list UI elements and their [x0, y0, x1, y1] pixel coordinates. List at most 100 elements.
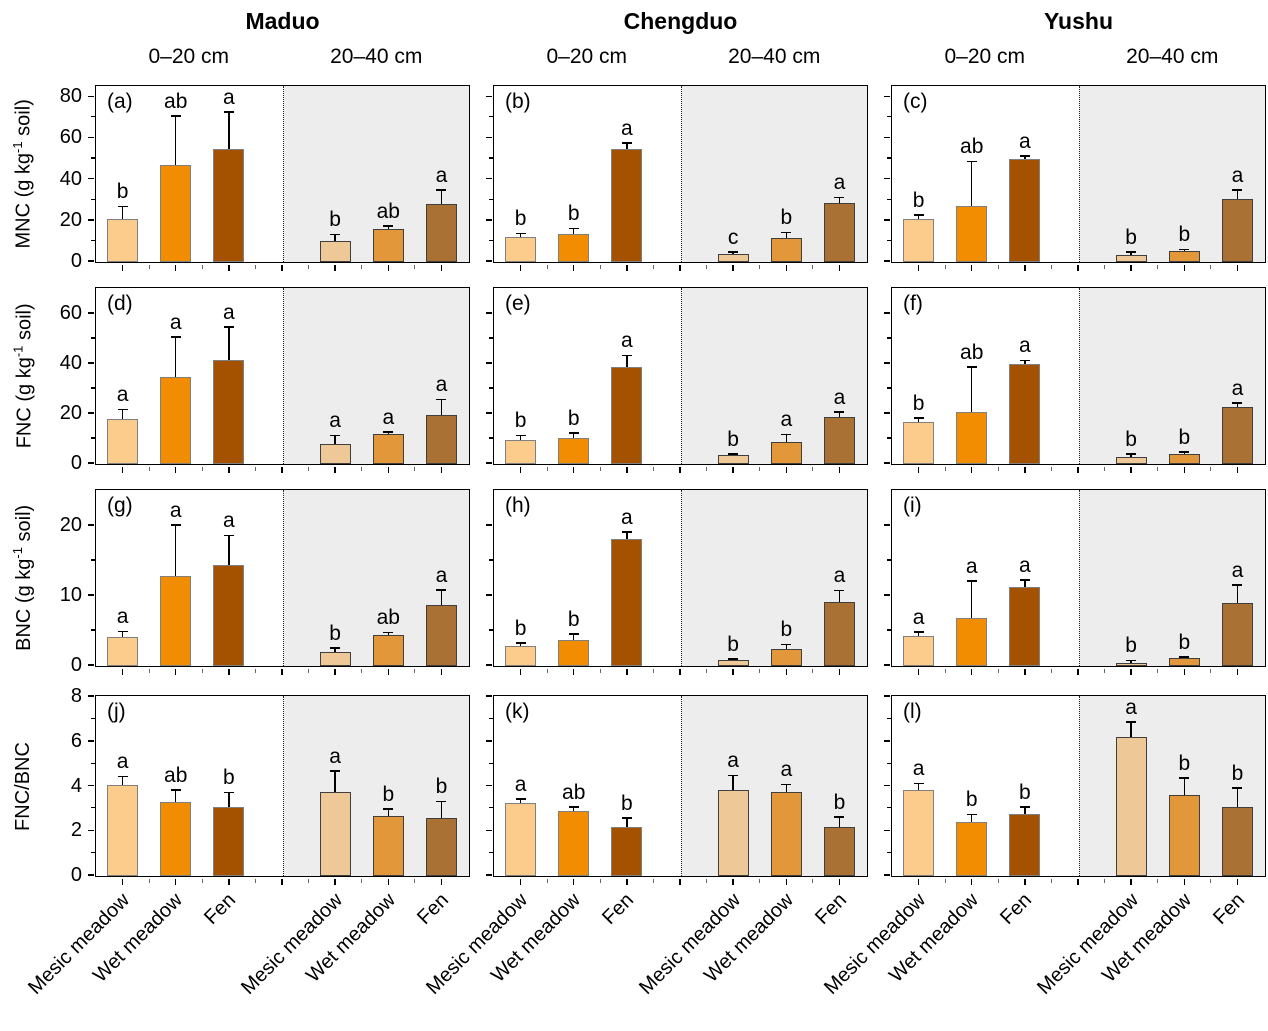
- x-major-tick: [281, 879, 283, 885]
- error-bar-line: [838, 197, 841, 204]
- panel-label: (k): [505, 700, 530, 723]
- x-minor-tick: [1050, 879, 1053, 883]
- error-bar-line: [1183, 777, 1186, 796]
- x-minor-tick: [1050, 265, 1053, 269]
- error-bar-cap: [834, 589, 845, 592]
- sig-letter: b: [1125, 427, 1137, 451]
- panel-label: (e): [505, 292, 531, 315]
- error-bar-line: [917, 631, 920, 636]
- sig-letter: a: [727, 749, 739, 773]
- y-major-tick: [884, 136, 890, 139]
- error-bar-cap: [568, 633, 579, 635]
- bar-fen: [611, 538, 643, 666]
- bar-wet-meadow: [1168, 251, 1200, 262]
- error-bar-cap: [913, 417, 924, 419]
- y-major-tick: [88, 784, 94, 787]
- y-major-tick: [88, 312, 94, 314]
- sig-letter: a: [621, 505, 633, 529]
- error-bar-line: [1024, 155, 1026, 160]
- x-major-tick: [838, 669, 841, 675]
- bar-mesic-meadow: [1115, 456, 1147, 464]
- sig-letter: a: [780, 408, 793, 431]
- error-bar-line: [1024, 360, 1026, 364]
- bar-mesic-meadow: [505, 237, 537, 262]
- y-major-tick: [88, 412, 94, 414]
- sig-letter: a: [223, 300, 235, 324]
- error-bar-line: [917, 783, 920, 790]
- y-major-tick: [884, 260, 890, 262]
- y-major-tick: [486, 177, 492, 180]
- sig-letter: a: [833, 564, 846, 588]
- error-bar-cap: [330, 233, 341, 236]
- x-major-tick: [519, 669, 522, 675]
- panel-label: (h): [505, 494, 531, 517]
- y-major-tick: [884, 664, 890, 666]
- y-major-tick: [486, 594, 492, 596]
- error-bar-cap: [568, 806, 579, 808]
- site-title: Chengduo: [623, 8, 738, 34]
- error-bar-line: [1024, 579, 1026, 587]
- x-major-tick: [281, 265, 283, 271]
- error-bar-line: [970, 161, 973, 207]
- error-bar-line: [572, 432, 575, 438]
- panel-b: b b a c b a (b): [486, 85, 868, 271]
- error-bar-cap: [223, 534, 234, 537]
- y-major-tick: [486, 664, 492, 666]
- y-major-tick: [486, 524, 492, 526]
- error-bar-line: [785, 232, 788, 239]
- sig-letter: a: [912, 757, 925, 781]
- error-bar-line: [440, 589, 443, 606]
- y-major-tick: [486, 740, 492, 742]
- x-minor-tick: [1103, 467, 1106, 471]
- error-bar-line: [387, 225, 390, 230]
- sig-letter: ab: [960, 340, 984, 364]
- bar-wet-meadow: [558, 640, 590, 666]
- x-major-tick: [387, 879, 390, 885]
- error-bar-line: [1236, 584, 1239, 603]
- x-minor-tick: [997, 265, 999, 269]
- y-major-tick: [486, 784, 492, 787]
- x-major-tick: [1183, 879, 1186, 885]
- x-minor-tick: [307, 879, 310, 883]
- sig-letter: c: [727, 225, 739, 249]
- bar-wet-meadow: [372, 815, 404, 876]
- x-minor-tick: [812, 879, 814, 883]
- y-major-tick: [486, 219, 492, 221]
- sig-letter: a: [965, 554, 978, 578]
- error-bar-line: [572, 806, 575, 812]
- x-minor-tick: [944, 265, 946, 269]
- error-bar-cap: [1232, 787, 1243, 789]
- y-minor-tick: [489, 157, 493, 159]
- x-major-tick: [519, 467, 522, 473]
- sig-letter: b: [621, 791, 633, 815]
- error-bar-cap: [223, 791, 234, 794]
- y-axis-label: BNC (g kg-1 soil): [2, 489, 44, 667]
- y-major-tick: [88, 524, 94, 526]
- x-major-tick: [1236, 669, 1239, 675]
- y-minor-tick: [91, 807, 95, 809]
- sig-letter: b: [1178, 223, 1191, 247]
- error-bar-line: [174, 336, 177, 377]
- y-major-tick: [88, 362, 94, 364]
- x-major-tick: [440, 265, 443, 271]
- error-bar-cap: [170, 336, 181, 338]
- x-minor-tick: [1210, 879, 1212, 883]
- y-major-tick: [486, 136, 492, 139]
- depth-divider-line: [680, 696, 682, 876]
- error-bar-line: [838, 590, 841, 602]
- sig-letter: a: [329, 409, 341, 433]
- x-minor-tick: [997, 467, 999, 471]
- sig-letter: a: [1231, 558, 1244, 582]
- error-bar-line: [572, 228, 575, 235]
- error-bar-line: [1236, 402, 1239, 407]
- x-major-tick: [970, 879, 973, 885]
- y-axis-label-text: BNC (g kg-1 soil): [10, 504, 35, 652]
- y-tick-label: 80: [59, 85, 82, 108]
- sig-letter: b: [567, 406, 580, 430]
- y-major-tick: [88, 177, 94, 180]
- x-major-tick: [1024, 669, 1026, 675]
- sig-letter: b: [1178, 751, 1191, 775]
- x-major-tick: [1024, 879, 1026, 885]
- error-bar-cap: [1019, 359, 1030, 362]
- bar-wet-meadow: [956, 618, 988, 666]
